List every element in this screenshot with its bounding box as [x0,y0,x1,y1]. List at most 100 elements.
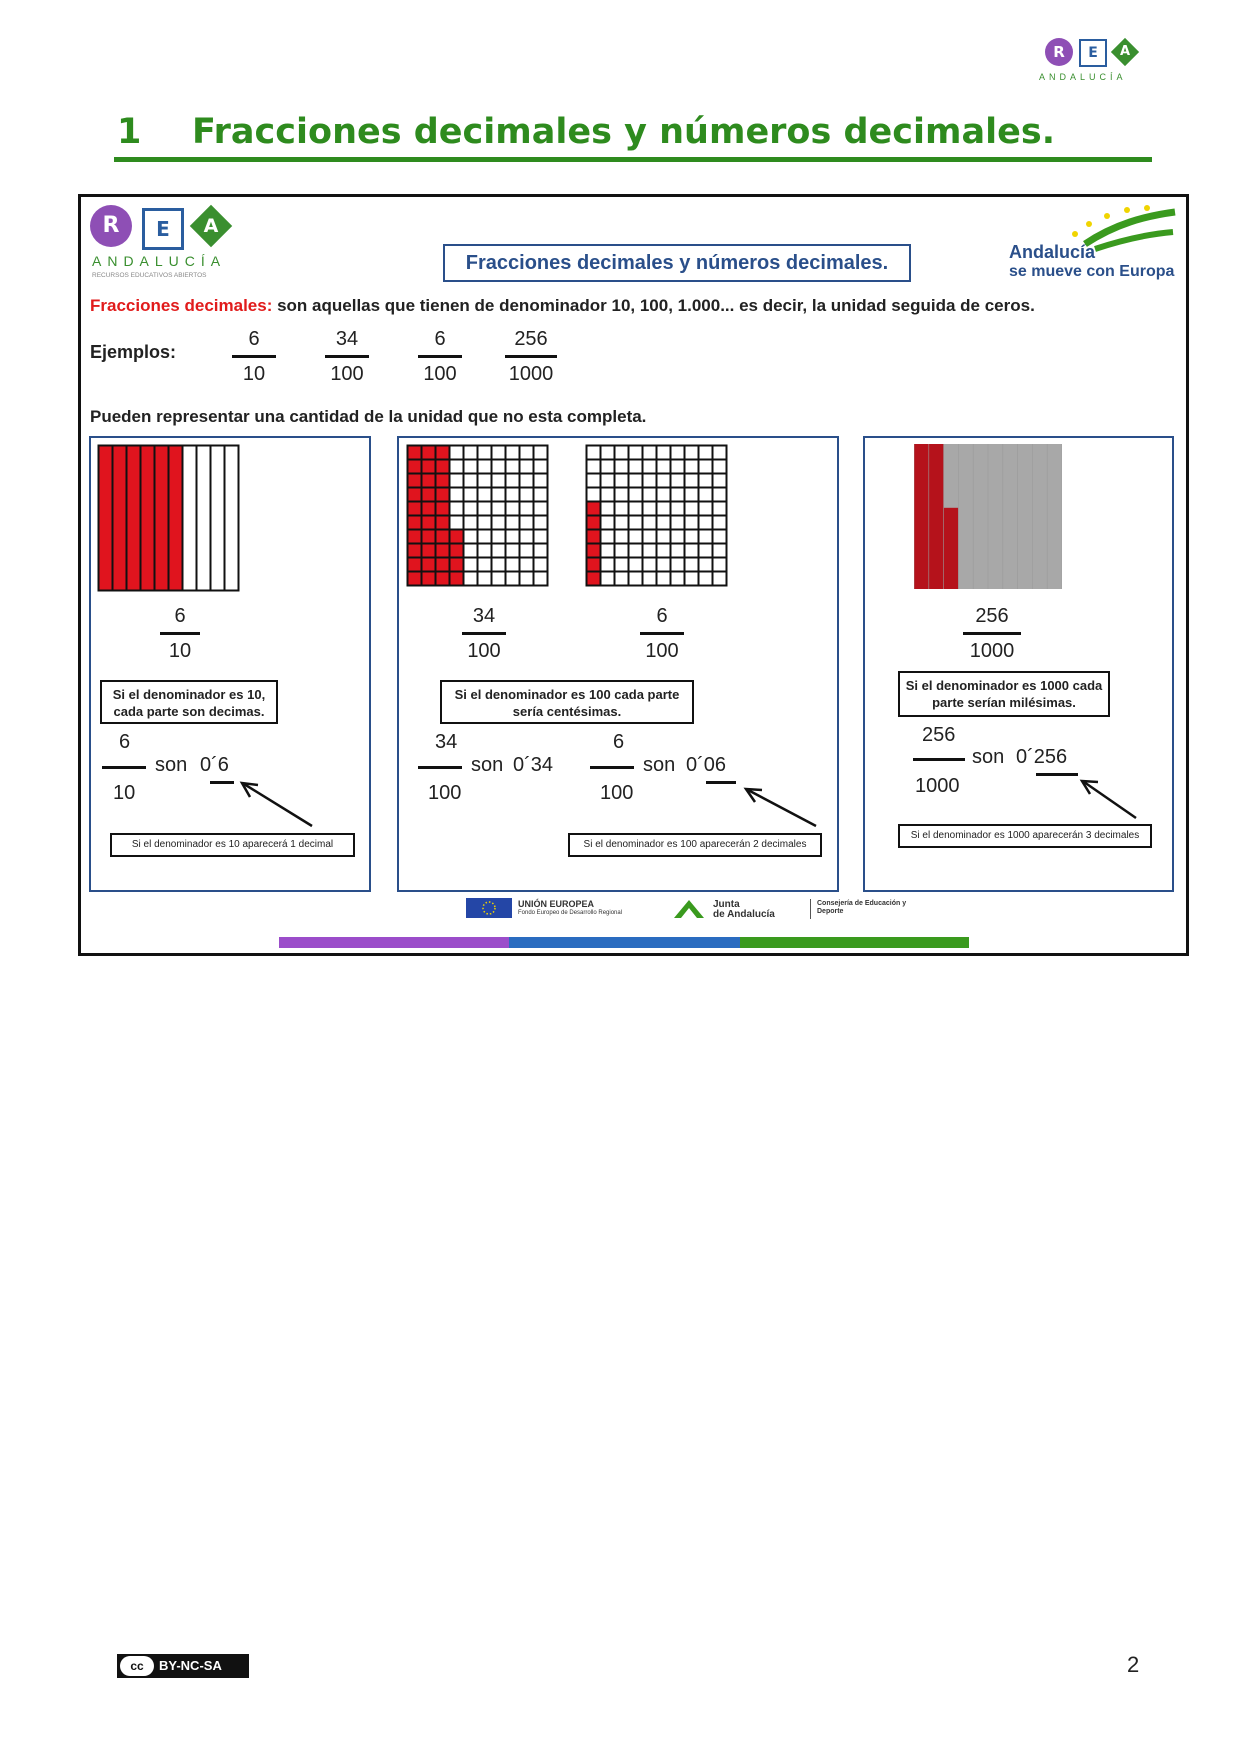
fraction-bar [462,632,506,635]
hundredth-cell [655,444,672,461]
hundredth-cell [613,542,630,559]
fraction-bar [325,355,369,358]
hundredth-cell [434,542,451,559]
hundredth-cell [532,570,549,587]
hundredth-cell [585,556,602,573]
panel1-decimal-underline [210,781,234,784]
hundredth-cell [504,514,521,531]
hundredth-cell [641,556,658,573]
hundredth-cell [697,542,714,559]
tenth-strip [153,444,170,592]
hundredth-cell [406,570,423,587]
panel3-decimal-underline [1036,773,1078,776]
hundredth-cell [585,570,602,587]
tenth-strip [111,444,128,592]
panel2-decimal-b: 0´06 [686,754,727,776]
fraction-bar [963,632,1021,635]
fraction-denominator: 1000 [508,363,554,385]
hundredth-cell [532,556,549,573]
hundredth-cell [518,514,535,531]
hundredth-cell [697,486,714,503]
hundredth-cell [599,472,616,489]
hundredth-cell [490,542,507,559]
heading-rule [114,157,1152,162]
rea-andalucia-text: ANDALUCÍA [1039,72,1127,82]
hundredth-cell [613,486,630,503]
fraction-bar [505,355,557,358]
hundredth-cell [697,570,714,587]
panel2-eq-a-bar [418,766,462,769]
hundredth-cell [711,514,728,531]
hundredth-cell [613,472,630,489]
hundredth-cell [683,570,700,587]
hundredth-cell [599,486,616,503]
hundredth-cell [641,486,658,503]
fraction-numerator: 256 [514,328,548,350]
cc-icon: cc [120,1656,154,1676]
fraction-numerator: 34 [335,328,359,350]
hundredth-cell [462,528,479,545]
represent-text: Pueden representar una cantidad de la un… [90,407,647,426]
hundredth-cell [462,570,479,587]
hundredth-cell [448,500,465,517]
hundredth-cell [406,514,423,531]
hundredth-cell [697,528,714,545]
panel1-decimal: 0´6 [200,754,229,776]
panel1-note: Si el denominador es 10, cada parte son … [100,680,278,724]
hundredth-cell [627,486,644,503]
panel2-eq-b-den: 100 [600,782,634,804]
hundredth-cell [434,556,451,573]
panel2-note: Si el denominador es 100 cada parte serí… [440,680,694,724]
hundredth-cell [697,514,714,531]
hundredth-cell [627,472,644,489]
hundredth-cell [462,444,479,461]
hundredth-cell [613,570,630,587]
panel1-eq-bar [102,766,146,769]
hundredth-cell [476,500,493,517]
hundredth-cell [434,486,451,503]
rea-logo-header: R E A ANDALUCÍA [1039,36,1155,86]
example-fraction: 6 10 [232,326,276,387]
andalucia-logo-line1: Andalucía [1009,242,1096,262]
hundredth-cell [641,458,658,475]
hundredth-cell [434,472,451,489]
hundredth-cell [641,528,658,545]
hundredth-cell [585,500,602,517]
hundredth-cell [697,556,714,573]
hundredth-cell [627,458,644,475]
colorbar-green [740,937,969,948]
slide-rea-a-letter: A [203,215,219,237]
fraction-bar [418,355,462,358]
hundredth-cell [462,472,479,489]
hundredth-cell [627,570,644,587]
hundredth-cell [683,458,700,475]
hundredth-cell [599,458,616,475]
tenth-strip [97,444,114,592]
hundredth-cell [683,514,700,531]
hundredth-cell [641,570,658,587]
definition-line: Fracciones decimales: son aquellas que t… [90,296,1035,316]
slide-rea-r: R [90,205,132,247]
hundredths-grid-6 [585,444,728,587]
panel2-son-a: son [471,754,504,776]
hundredth-cell [655,458,672,475]
hundredth-cell [476,570,493,587]
hundredth-cell [448,542,465,559]
hundredth-cell [669,514,686,531]
thousandth-column [914,444,929,589]
hundredth-cell [420,458,437,475]
thousandth-partial [943,507,959,589]
hundredth-cell [627,556,644,573]
panel2-eq-a-num: 34 [435,731,458,753]
hundredth-cell [518,472,535,489]
slide-rea-e: E [142,208,184,250]
hundredth-cell [669,570,686,587]
hundredth-cell [406,486,423,503]
hundredth-cell [434,500,451,517]
definition-text: son aquellas que tienen de denominador 1… [272,296,1035,315]
tenth-strip [167,444,184,592]
fraction-bar [640,632,684,635]
hundredth-cell [585,444,602,461]
colorbar-purple [279,937,509,948]
hundredth-cell [683,556,700,573]
